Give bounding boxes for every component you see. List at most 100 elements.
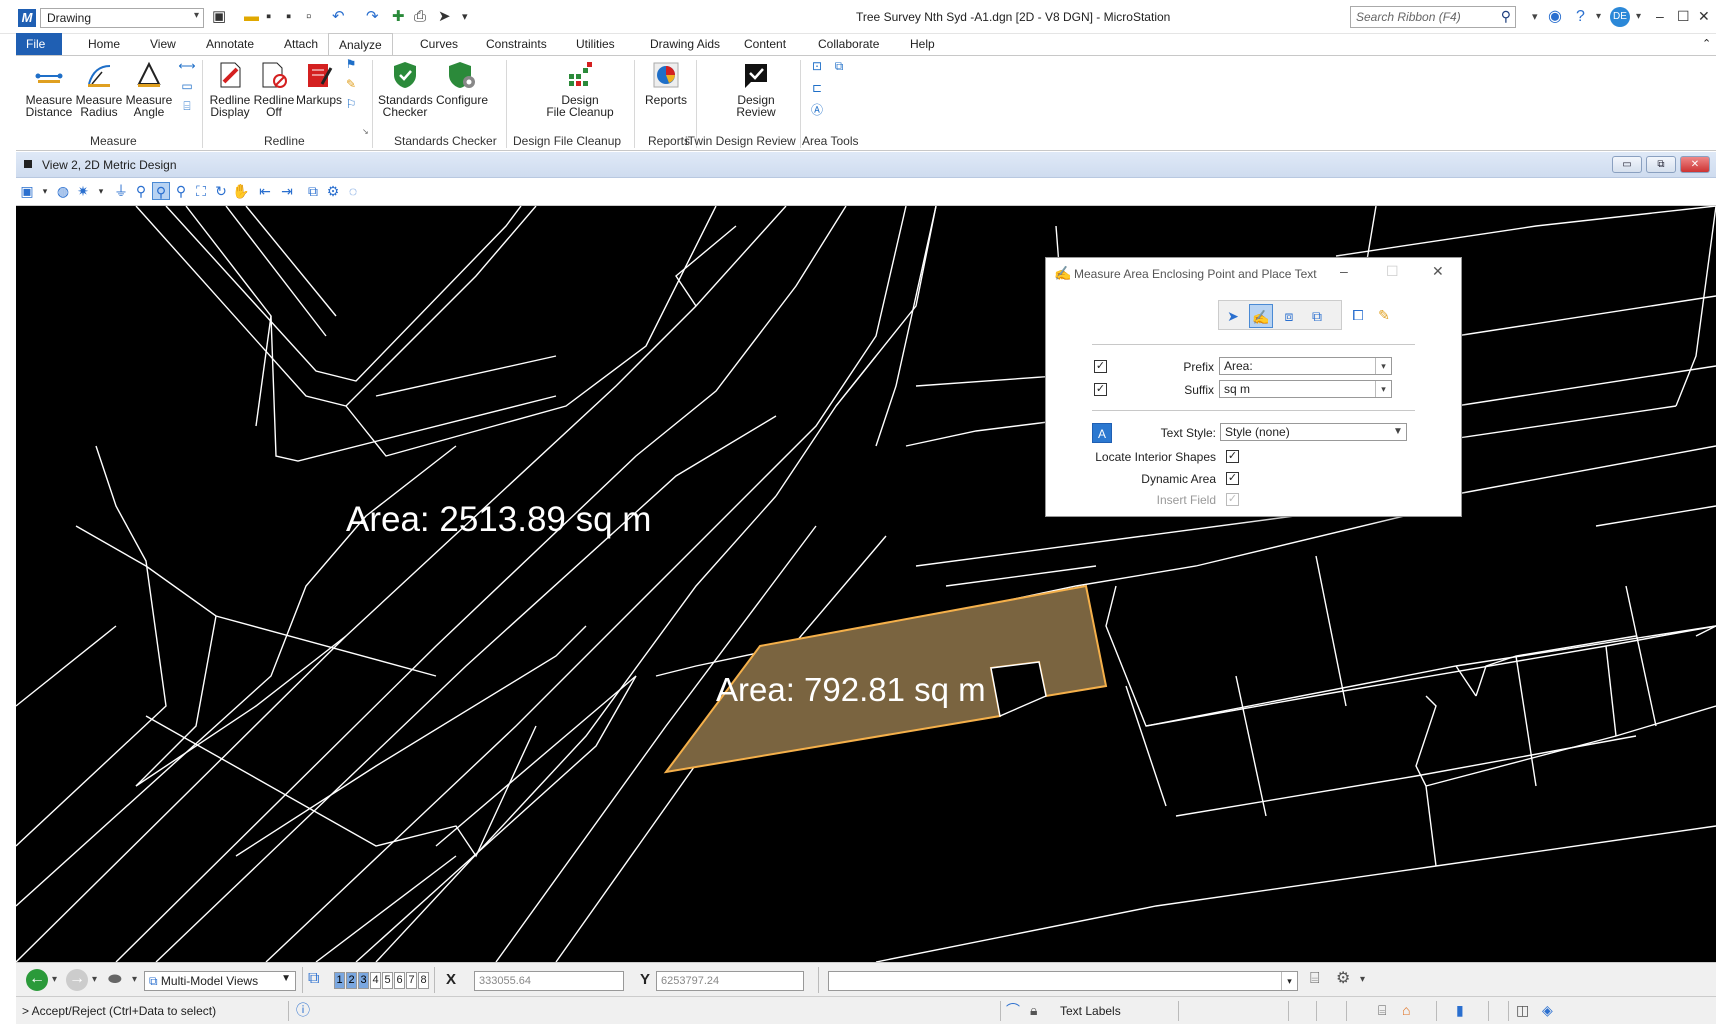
measure-area-small-button[interactable]: ⟷ — [178, 60, 196, 78]
view-attributes-chevron-icon[interactable]: ▾ — [42, 186, 48, 196]
measure-volume-small-button[interactable]: ▭ — [178, 80, 196, 98]
design-file-cleanup-button[interactable]: Design File Cleanup — [530, 60, 630, 118]
element-method-icon[interactable]: ➤ — [1227, 308, 1239, 324]
standards-checker-button[interactable]: Standards Checker — [378, 60, 433, 118]
minimize-icon[interactable]: – — [1656, 8, 1664, 24]
view-settings-icon[interactable]: ✷ — [77, 183, 89, 199]
view-attributes-icon[interactable]: ▣ — [20, 183, 34, 199]
rotate-view-icon[interactable]: ↻ — [215, 183, 227, 199]
tab-view[interactable]: View — [150, 37, 176, 51]
tab-attach[interactable]: Attach — [284, 37, 319, 51]
fit-view-icon[interactable]: ⛶ — [196, 183, 206, 199]
tab-home[interactable]: Home — [88, 37, 121, 51]
tab-file[interactable]: File — [16, 33, 62, 55]
chevron-down-icon[interactable]: ▾ — [1375, 381, 1391, 397]
redline-dialog-launcher-icon[interactable]: ↘ — [362, 127, 369, 136]
lock-icon[interactable]: 🔒︎ — [1030, 1002, 1038, 1018]
search-options-icon[interactable]: ▾ — [1532, 11, 1538, 23]
clip-mask-icon[interactable]: ◌ — [348, 183, 358, 199]
chevron-down-icon[interactable]: ▼ — [1393, 426, 1403, 437]
save-icon[interactable]: ▪ — [266, 8, 272, 25]
chevron-down-icon[interactable]: ▾ — [1375, 358, 1391, 374]
tab-constraints[interactable]: Constraints — [486, 37, 547, 51]
tab-help[interactable]: Help — [910, 37, 935, 51]
tab-content[interactable]: Content — [744, 37, 787, 51]
view-minimize-button[interactable]: ▭ — [1612, 156, 1642, 173]
redline-off-button[interactable]: Redline Off — [252, 60, 296, 118]
markup-flags-button[interactable]: ⚐ — [342, 98, 360, 110]
prefix-checkbox[interactable]: ✓ — [1094, 360, 1107, 373]
zoom-out-icon[interactable]: ⚲ — [152, 182, 170, 200]
model-icon[interactable]: ⬬ — [108, 971, 122, 988]
dialog-close-icon[interactable]: ✕ — [1432, 263, 1444, 279]
maximize-icon[interactable]: ☐ — [1677, 8, 1690, 24]
pan-view-icon[interactable]: ✋ — [232, 183, 250, 199]
view-3-button[interactable]: 3 — [358, 972, 369, 989]
difference-method-icon[interactable]: ⧠ — [1352, 307, 1364, 323]
select-pointer-icon[interactable]: ➤ — [438, 8, 451, 25]
view-menu-icon[interactable] — [24, 160, 32, 168]
copy-view-icon[interactable]: ⧉ — [308, 183, 318, 199]
key-in-input[interactable]: ▾ — [828, 971, 1298, 991]
area-shape-button[interactable]: ⧉ — [830, 60, 848, 72]
view-8-button[interactable]: 8 — [418, 972, 429, 989]
help-icon[interactable]: ? — [1576, 8, 1585, 25]
text-style-icon[interactable]: A — [1092, 423, 1112, 443]
close-icon[interactable]: ✕ — [1698, 8, 1710, 24]
user-avatar[interactable]: DE — [1610, 7, 1630, 27]
area-edit-button[interactable]: ⊏ — [808, 82, 826, 94]
open-folder-icon[interactable]: ▬ — [244, 8, 259, 25]
redline-display-button[interactable]: Redline Display — [208, 60, 252, 118]
clip-volume-icon[interactable]: ⚙ — [326, 183, 340, 199]
view-settings-chevron-icon[interactable]: ▾ — [98, 186, 104, 196]
flood-method-icon[interactable]: ✍ — [1249, 304, 1273, 328]
union-method-icon[interactable]: ⧈ — [1284, 308, 1294, 324]
view-restore-button[interactable]: ⧉ — [1646, 156, 1676, 173]
text-style-dropdown[interactable]: Style (none) ▼ — [1220, 423, 1407, 441]
view-window-title-bar[interactable]: View 2, 2D Metric Design ▭ ⧉ ✕ — [16, 152, 1716, 178]
redo-icon[interactable]: ↷ — [366, 8, 379, 25]
zoom-in-icon[interactable]: ⚲ — [135, 183, 147, 199]
user-menu-chevron-icon[interactable]: ▾ — [1636, 11, 1642, 22]
dialog-maximize-icon[interactable]: ☐ — [1386, 263, 1399, 279]
window-area-icon[interactable]: ⚲ — [175, 183, 187, 199]
measure-angle-button[interactable]: Measure Angle — [124, 60, 174, 118]
accudraw-icon[interactable]: ⌒ — [1006, 1002, 1020, 1018]
save-settings-icon[interactable]: ▪ — [286, 8, 292, 25]
key-in-browser-icon[interactable]: ⌸ — [1310, 970, 1320, 987]
tab-collaborate[interactable]: Collaborate — [818, 37, 880, 51]
area-label-highlighted[interactable]: Area: 792.81 sq m — [716, 671, 986, 708]
connection-icon[interactable]: ◈ — [1542, 1002, 1553, 1018]
update-view-icon[interactable]: ⏚ — [114, 183, 128, 199]
dynamic-area-checkbox[interactable]: ✓ — [1226, 472, 1239, 485]
microstation-logo-icon[interactable]: M — [18, 9, 36, 27]
area-text-button[interactable]: ⊡ — [808, 60, 826, 72]
model-chevron-icon[interactable]: ▾ — [132, 974, 138, 985]
measure-perimeter-small-button[interactable]: ⌸ — [178, 100, 196, 118]
tab-analyze[interactable]: Analyze — [328, 33, 393, 55]
view-2-button[interactable]: 2 — [346, 972, 357, 989]
customize-qat-icon[interactable]: ▾ — [462, 11, 468, 23]
print-icon[interactable]: ⎙ — [414, 8, 427, 25]
forward-arrow-icon[interactable]: → — [66, 969, 88, 991]
dialog-title-bar[interactable]: ✍ Measure Area Enclosing Point and Place… — [1046, 258, 1461, 288]
x-coordinate-input[interactable]: 333055.64 — [474, 971, 624, 991]
compress-icon[interactable]: ▫ — [306, 8, 312, 25]
view-groups-icon[interactable]: ⧉ — [308, 970, 320, 987]
info-icon[interactable]: ⓘ — [296, 1002, 310, 1018]
y-coordinate-input[interactable]: 6253797.24 — [656, 971, 804, 991]
measure-distance-button[interactable]: Measure Distance — [24, 60, 74, 118]
search-ribbon-input[interactable]: Search Ribbon (F4) ⚲ — [1350, 6, 1516, 28]
design-review-button[interactable]: Design Review — [728, 60, 784, 118]
tab-drawing-aids[interactable]: Drawing Aids — [650, 37, 721, 51]
view-icon[interactable]: ▣ — [212, 8, 227, 25]
tab-curves[interactable]: Curves — [420, 37, 459, 51]
display-style-icon[interactable]: ◍ — [56, 183, 70, 199]
pin-icon[interactable]: ✚ — [392, 8, 405, 25]
help-menu-chevron-icon[interactable]: ▾ — [1596, 11, 1602, 22]
intersection-method-icon[interactable]: ⧉ — [1312, 308, 1322, 324]
reports-button[interactable]: Reports — [640, 60, 692, 106]
locate-interior-shapes-checkbox[interactable]: ✓ — [1226, 450, 1239, 463]
active-level[interactable]: Text Labels — [1060, 1004, 1121, 1018]
view-close-button[interactable]: ✕ — [1680, 156, 1710, 173]
